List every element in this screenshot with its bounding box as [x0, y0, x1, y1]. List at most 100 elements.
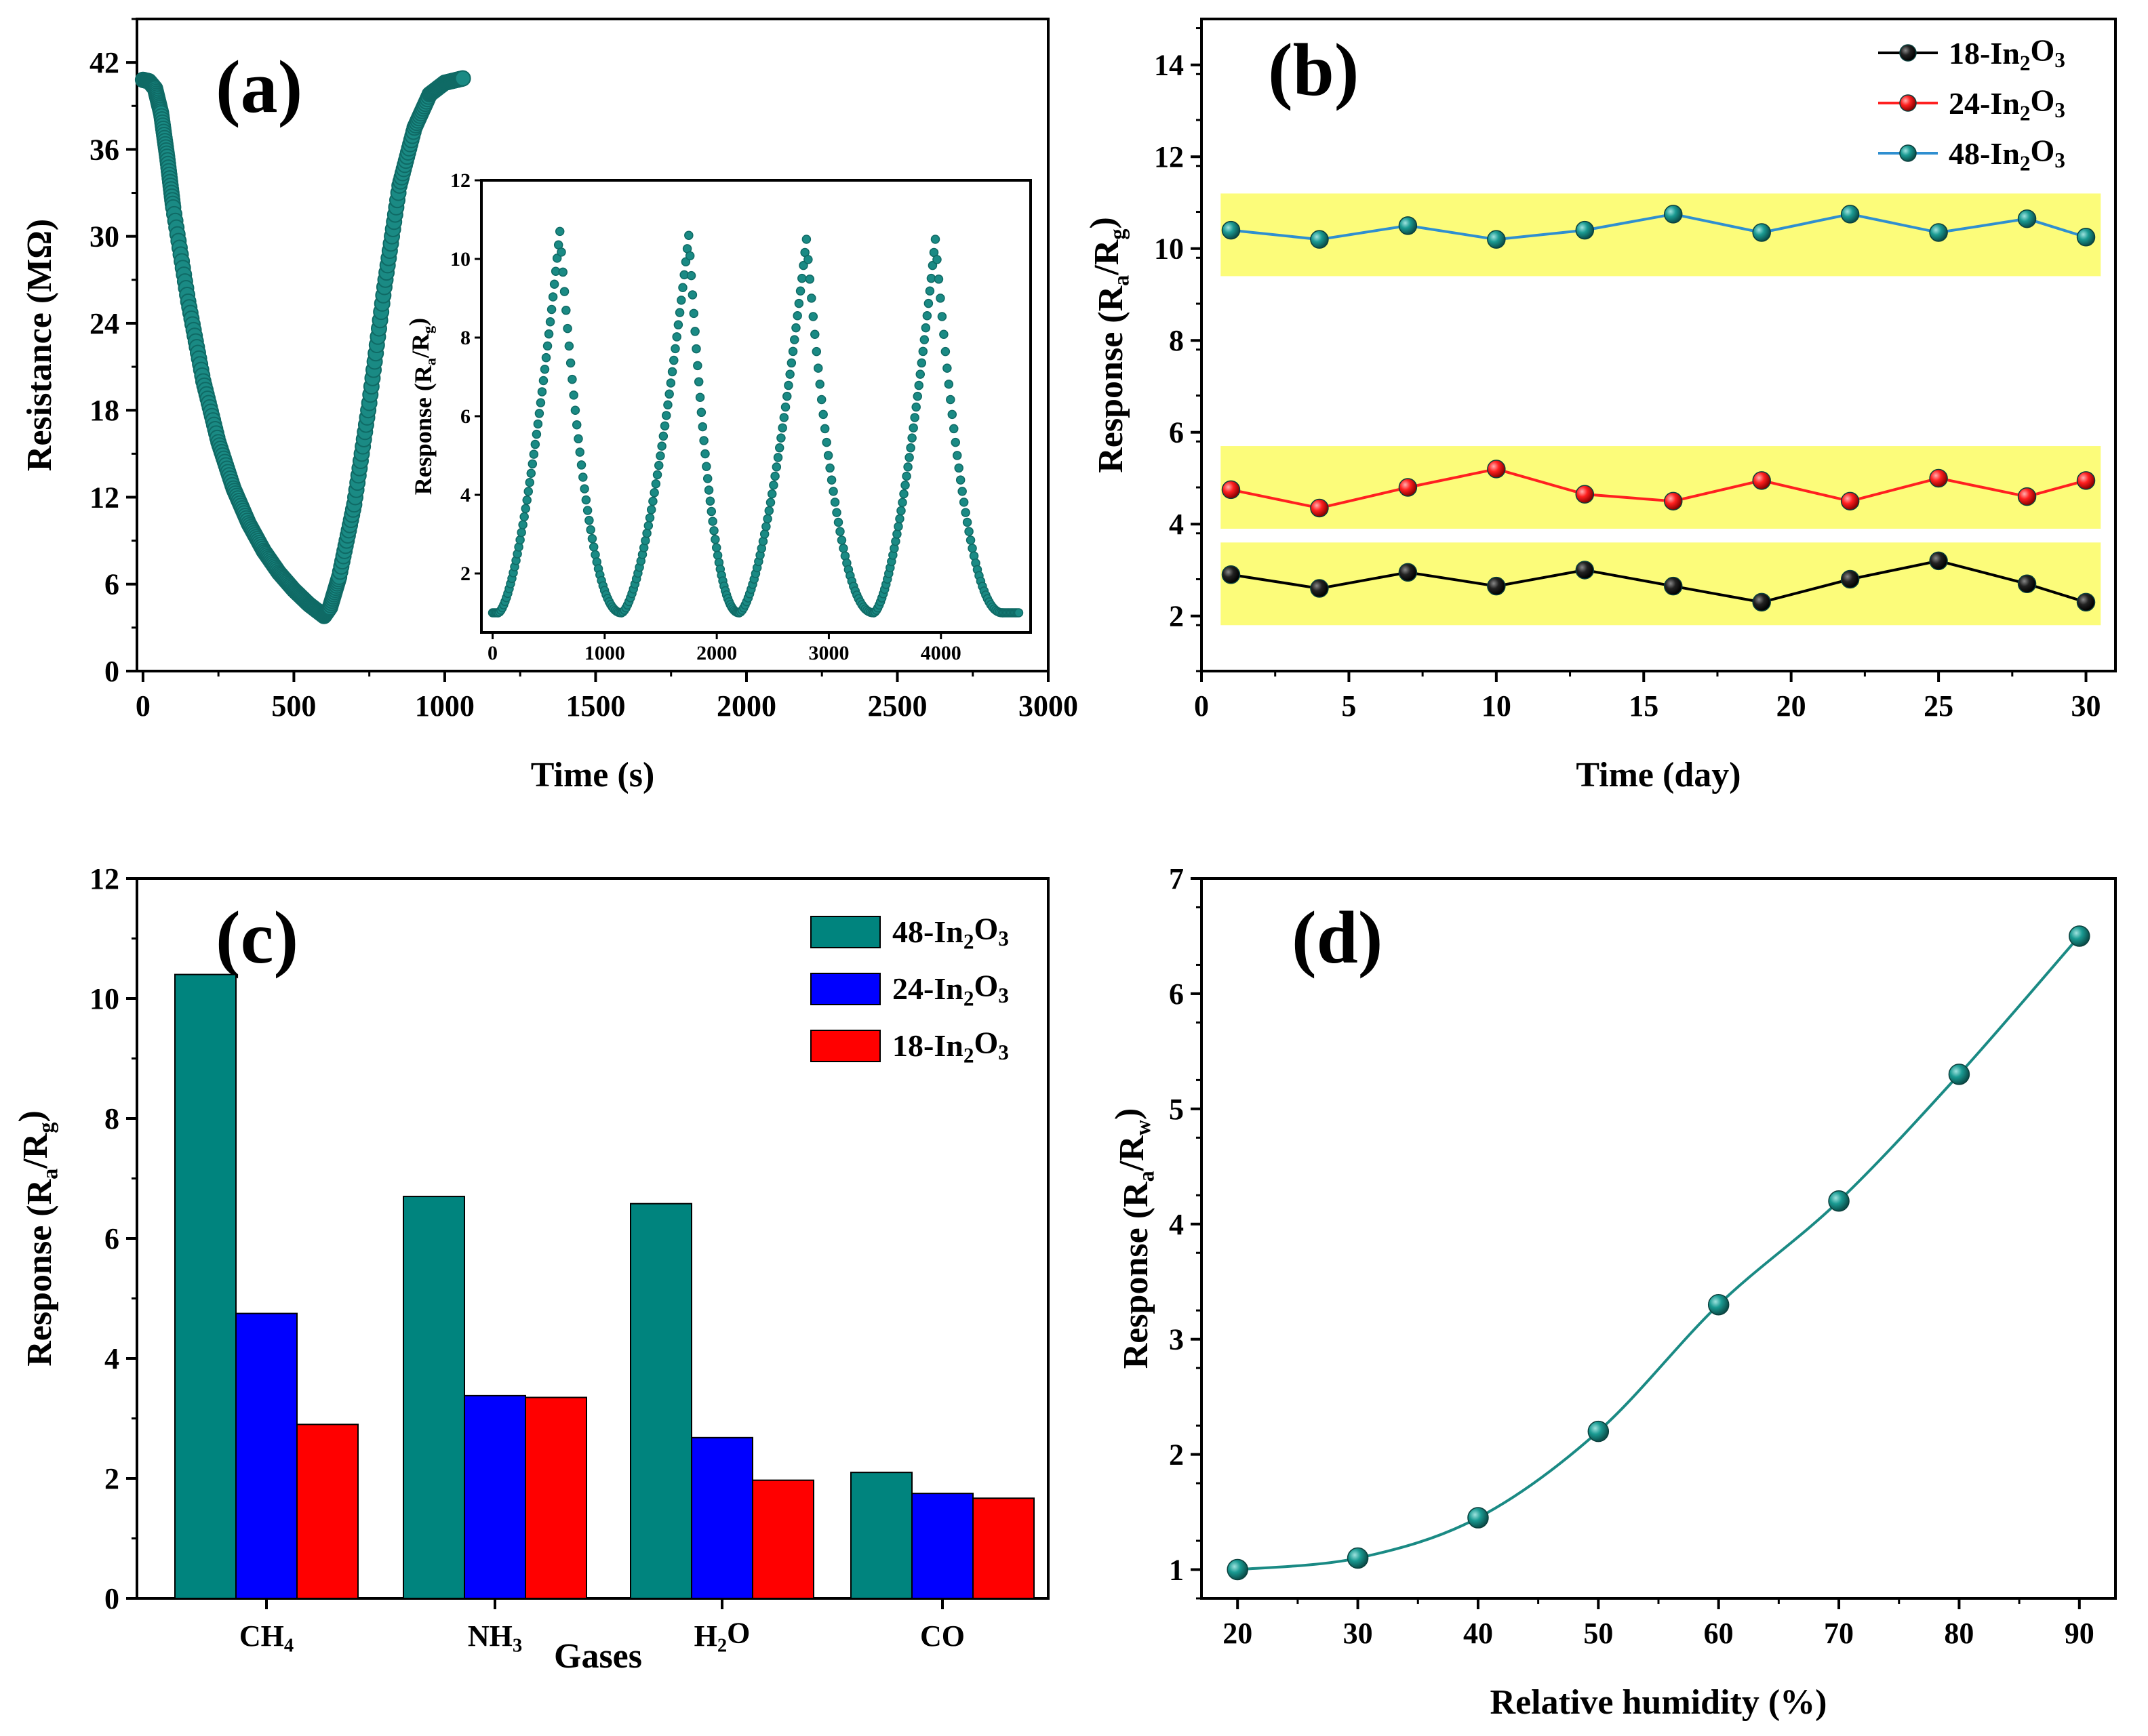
- c-ytick-label: 6: [104, 1222, 119, 1255]
- a-inset-data-point: [778, 423, 787, 432]
- a-inset-data-point: [711, 535, 720, 544]
- a-inset-data-point: [769, 480, 778, 490]
- a-inset-data-point: [643, 521, 654, 531]
- a-inset-data-point: [538, 376, 549, 386]
- a-ytick-label: 12: [90, 481, 119, 514]
- a-inset-data-point: [808, 312, 818, 321]
- a-inset-data-point: [823, 451, 833, 460]
- a-inset-data-point: [939, 329, 949, 340]
- a-inset-data-point: [555, 226, 565, 237]
- a-inset-data-point: [776, 433, 786, 443]
- a-inset-data-point: [785, 369, 795, 379]
- b-ytick-label: 2: [1169, 600, 1184, 633]
- c-bar: [235, 1312, 298, 1599]
- b-xtick-label: 15: [1629, 689, 1658, 723]
- a-inset-data-point: [578, 472, 588, 482]
- a-inset-data-point: [919, 335, 930, 344]
- a-inset-data-point: [692, 344, 701, 354]
- c-series-48-in2o3: [174, 973, 913, 1600]
- c-bar: [972, 1497, 1035, 1600]
- a-ytick-label: 30: [90, 220, 119, 254]
- a-inset-data-point: [709, 526, 719, 536]
- a-inset-data-point: [767, 489, 777, 499]
- c-ytick-label: 8: [104, 1102, 119, 1135]
- a-ytick-label: 18: [90, 394, 119, 427]
- a-xtick-label: 1000: [415, 689, 475, 723]
- d-data-point: [1707, 1293, 1730, 1316]
- d-ytick-label: 5: [1169, 1093, 1184, 1126]
- a-inset-data-point: [542, 341, 553, 351]
- a-inset-data-point: [1014, 608, 1024, 618]
- a-inset-data-point: [544, 329, 554, 339]
- a-inset-data-point: [536, 398, 546, 407]
- a-inset-data-point: [707, 506, 717, 517]
- a-inset-data-point: [684, 230, 694, 240]
- a-inset-data-point: [657, 441, 667, 451]
- d-xtick-label: 20: [1222, 1617, 1252, 1650]
- b-data-point: [1221, 220, 1241, 240]
- a-inset-data-point: [559, 287, 570, 296]
- d-xtick-label: 40: [1463, 1617, 1493, 1650]
- a-inset-data-point: [815, 380, 824, 389]
- b-legend-label: 18-In2O3: [1949, 33, 2065, 75]
- a-inset-ytick-label: 6: [460, 405, 471, 428]
- b-data-point: [1929, 223, 1948, 242]
- b-data-point: [1310, 498, 1329, 518]
- a-inset-data-point: [961, 508, 970, 517]
- a-inset-data-point: [589, 542, 599, 552]
- a-inset-data-point: [669, 355, 679, 365]
- a-inset-data-point: [909, 423, 918, 432]
- d-panel-label: (d): [1292, 896, 1383, 979]
- a-inset-data-point: [685, 251, 695, 261]
- d-xtick-label: 50: [1583, 1617, 1613, 1650]
- a-inset-data-point: [532, 429, 542, 439]
- a-inset-data-point: [530, 439, 540, 449]
- a-inset-data-point: [656, 451, 665, 461]
- a-inset-data-point: [667, 367, 677, 377]
- c-legend-swatch: [810, 973, 881, 1005]
- a-inset-xtick-label: 1000: [584, 642, 625, 664]
- a-inset-data-point: [923, 298, 934, 308]
- a-inset-data-point: [782, 391, 792, 401]
- a-inset-data-point: [899, 489, 909, 499]
- b-data-point: [1752, 592, 1771, 612]
- a-inset-xtick-label: 4000: [921, 642, 961, 664]
- a-inset-data-point: [807, 294, 816, 303]
- c-legend-item: 24-In2O3: [810, 969, 1009, 1011]
- a-inset-data-point: [534, 409, 544, 418]
- panel-b: 0 5 10 15 20 25 30 2 4 6 8 10 12 14 Response (Ra/Rg) Ti…: [1083, 18, 2117, 794]
- a-inset-data-point: [658, 431, 669, 441]
- a-inset-ylabel: Response (Ra/Rg): [404, 318, 439, 495]
- c-bar: [691, 1436, 753, 1600]
- a-inset-data-point: [688, 290, 698, 300]
- a-inset-data-point: [758, 536, 768, 546]
- a-inset-data-point: [694, 377, 704, 386]
- a-inset-data-point: [947, 409, 957, 420]
- a-inset-data-point: [584, 515, 594, 525]
- a-inset-data-point: [944, 380, 954, 389]
- c-bar: [174, 973, 237, 1599]
- a-inset-data-point: [677, 296, 686, 305]
- a-inset-data-point: [787, 358, 797, 368]
- b-ytick-label: 4: [1169, 508, 1184, 541]
- c-ytick-label: 0: [104, 1582, 119, 1615]
- a-inset-data-point: [563, 323, 572, 334]
- a-inset-data-point: [830, 498, 840, 507]
- a-inset-data-point: [515, 535, 525, 545]
- a-inset-data-point: [813, 363, 823, 373]
- c-legend-label: 24-In2O3: [892, 969, 1009, 1011]
- c-ylabel: Response (Ra/Rg): [12, 1110, 62, 1367]
- a-inset-data-point: [829, 487, 838, 496]
- d-ytick-label: 6: [1169, 977, 1184, 1011]
- c-bar: [850, 1472, 913, 1599]
- b-legend-marker: [1899, 44, 1917, 62]
- d-data-point: [1828, 1190, 1850, 1212]
- a-inset-data-point: [940, 346, 951, 357]
- a-inset-data-point: [663, 400, 673, 410]
- a-xtick-label: 1500: [565, 689, 625, 723]
- a-inset-data-point: [541, 352, 551, 363]
- a-inset-data-point: [780, 402, 791, 412]
- a-inset-xtick-label: 3000: [808, 642, 849, 664]
- a-inset-data-point: [548, 292, 558, 302]
- c-bar: [403, 1196, 465, 1600]
